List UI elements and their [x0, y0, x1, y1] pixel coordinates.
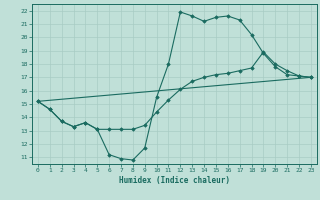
X-axis label: Humidex (Indice chaleur): Humidex (Indice chaleur)	[119, 176, 230, 185]
